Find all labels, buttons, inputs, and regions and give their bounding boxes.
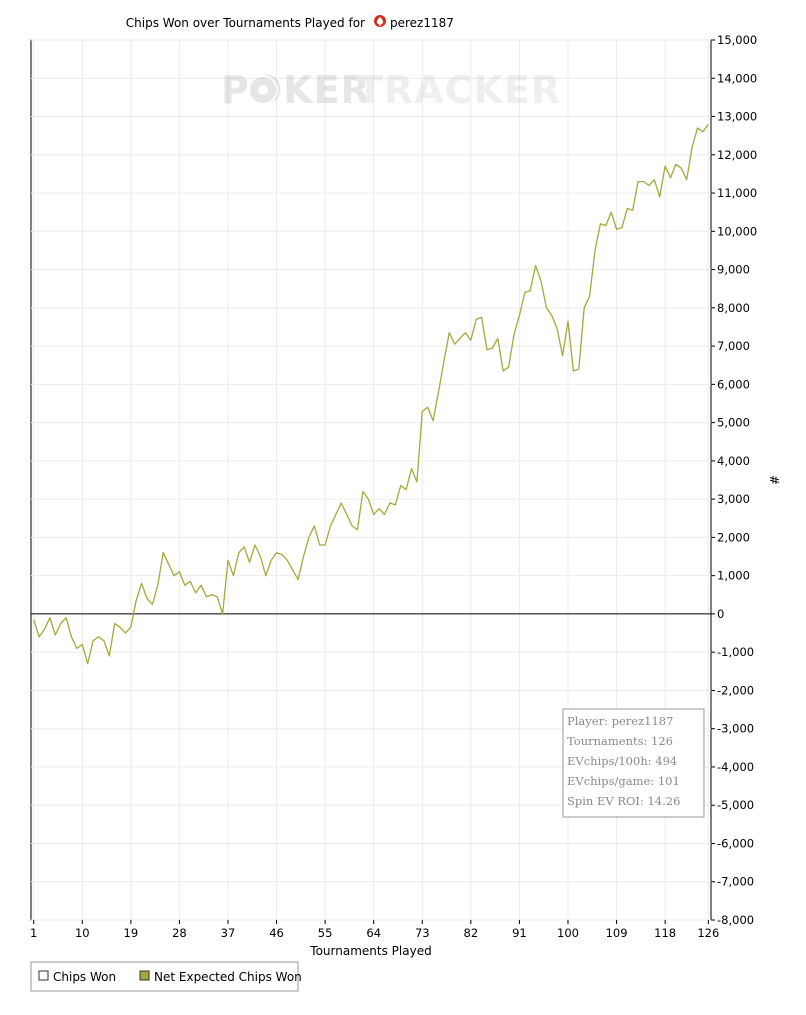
stats-line: EVchips/game: 101	[567, 774, 680, 788]
x-tick-label: 100	[557, 926, 579, 940]
x-tick-label: 1	[30, 926, 37, 940]
x-tick-label: 91	[512, 926, 527, 940]
legend-box	[30, 961, 299, 992]
x-tick-label: 46	[269, 926, 284, 940]
y-tick-label: -1,000	[717, 645, 754, 659]
y-tick-label: 15,000	[717, 33, 757, 47]
x-tick-label: 82	[464, 926, 479, 940]
x-tick-label: 28	[172, 926, 187, 940]
series	[33, 123, 709, 665]
stats-line: Tournaments: 126	[567, 734, 673, 748]
stats-line: EVchips/100h: 494	[567, 754, 677, 768]
y-tick-label: 7,000	[717, 339, 750, 353]
stats-line: Player: perez1187	[567, 714, 673, 728]
grid	[31, 39, 711, 921]
poker-tracker-watermark: POKER TRACKER	[221, 68, 561, 112]
x-tick-label: 73	[415, 926, 430, 940]
x-axis-title: Tournaments Played	[309, 944, 431, 958]
y-tick-label: -6,000	[717, 836, 754, 850]
spade-icon	[374, 15, 386, 27]
stats-line: Spin EV ROI: 14.26	[567, 794, 680, 808]
stats-box: Player: perez1187 Tournaments: 126 EVchips…	[562, 708, 705, 818]
axis-ticks: -8,000 -7,000 -6,000 -5,000 -4,000 -3,000 -2,0…	[30, 33, 757, 940]
chart-title-player: perez1187	[390, 16, 454, 30]
y-tick-label: 9,000	[717, 263, 750, 277]
y-tick-label: 4,000	[717, 454, 750, 468]
legend-label-net-expected: Net Expected Chips Won	[154, 970, 302, 984]
y-tick-label: -4,000	[717, 760, 754, 774]
legend: Chips Won Net Expected Chips Won	[30, 961, 302, 992]
y-tick-label: 5,000	[717, 416, 750, 430]
watermark-poker: POKER	[221, 68, 371, 112]
y-tick-label: -7,000	[717, 875, 754, 889]
y-tick-label: 12,000	[717, 148, 757, 162]
y-tick-label: -5,000	[717, 798, 754, 812]
watermark-tracker: TRACKER	[357, 68, 561, 112]
y-tick-label: 11,000	[717, 186, 757, 200]
x-tick-label: 109	[606, 926, 628, 940]
series-line-net-expected-chips-won	[33, 123, 709, 665]
y-tick-label: 10,000	[717, 224, 757, 238]
y-tick-label: 3,000	[717, 492, 750, 506]
legend-label-chips-won: Chips Won	[53, 970, 116, 984]
y-tick-label: 13,000	[717, 110, 757, 124]
legend-swatch-net-expected	[139, 970, 150, 981]
y-tick-label: -3,000	[717, 722, 754, 736]
y-tick-label: 14,000	[717, 71, 757, 85]
y-tick-label: 6,000	[717, 377, 750, 391]
y-tick-label: 2,000	[717, 530, 750, 544]
x-tick-label: 64	[366, 926, 381, 940]
x-tick-label: 126	[697, 926, 719, 940]
x-tick-label: 118	[654, 926, 676, 940]
legend-swatch-chips-won	[38, 970, 49, 981]
x-tick-label: 19	[124, 926, 139, 940]
y-tick-label: 0	[717, 607, 724, 621]
x-tick-label: 55	[318, 926, 333, 940]
y-tick-label: -2,000	[717, 683, 754, 697]
y-tick-label: 1,000	[717, 569, 750, 583]
x-tick-label: 10	[75, 926, 90, 940]
y-tick-label: -8,000	[717, 913, 754, 927]
y-tick-label: 8,000	[717, 301, 750, 315]
y-axis-title: #	[767, 475, 781, 485]
poker-chip-icon	[248, 75, 278, 105]
chart-title-prefix: Chips Won over Tournaments Played for	[126, 16, 365, 30]
x-tick-label: 37	[221, 926, 236, 940]
